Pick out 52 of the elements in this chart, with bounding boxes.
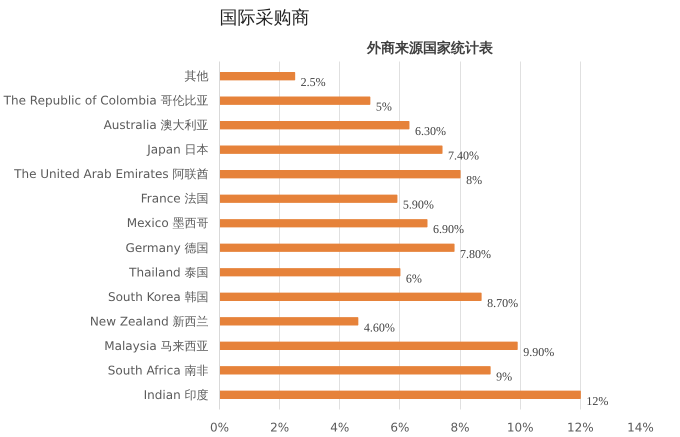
- data-label: 12%: [586, 394, 608, 408]
- bar: [220, 72, 296, 80]
- x-tick-label: 8%: [450, 420, 470, 434]
- bar: [220, 268, 400, 276]
- data-label: 9.90%: [523, 344, 554, 359]
- bar: [220, 244, 455, 252]
- y-tick-label: France 法国: [140, 192, 208, 206]
- data-label: 6.90%: [432, 222, 464, 236]
- data-label: 8.70%: [487, 296, 518, 310]
- bar: [220, 146, 443, 154]
- bar: [220, 121, 410, 130]
- data-label: 5.90%: [402, 198, 434, 212]
- data-label: 9%: [496, 369, 512, 384]
- bar: [220, 366, 491, 374]
- y-tick-label: Malaysia 马来西亚: [104, 338, 208, 353]
- y-tick-label: Indian 印度: [144, 388, 209, 402]
- chart-subtitle: 外商来源国家统计表: [366, 40, 494, 56]
- data-label: 4.60%: [364, 320, 395, 334]
- x-tick-label: 10%: [506, 420, 534, 434]
- y-tick-label: 其他: [184, 69, 208, 84]
- data-label: 6.30%: [414, 124, 446, 138]
- bar: [220, 390, 581, 399]
- y-tick-label: New Zealand 新西兰: [90, 314, 208, 328]
- y-tick-label: Germany 德国: [126, 240, 208, 255]
- bar: [220, 317, 358, 326]
- data-label: 6%: [406, 271, 422, 286]
- bar: [220, 292, 482, 301]
- y-tick-label: Australia 澳大利亚: [104, 118, 209, 132]
- y-tick-label: South Korea 韩国: [108, 290, 209, 304]
- data-label: 7.80%: [460, 246, 492, 261]
- bar: [220, 219, 428, 228]
- y-tick-label: Japan 日本: [146, 142, 209, 157]
- x-tick-label: 2%: [270, 420, 290, 434]
- x-tick-label: 4%: [330, 420, 350, 434]
- y-tick-label: Thailand 泰国: [128, 265, 209, 280]
- y-tick-label: The Republic of Colombia 哥伦比亚: [2, 94, 209, 108]
- bar: [220, 170, 461, 178]
- y-tick-label: The United Arab Emirates 阿联酋: [13, 167, 209, 182]
- data-label: 2.5%: [300, 75, 326, 90]
- y-tick-label: Mexico 墨西哥: [126, 216, 209, 230]
- data-label: 8%: [466, 173, 482, 188]
- x-tick-label: 0%: [210, 420, 230, 434]
- y-tick-label: South Africa 南非: [108, 363, 209, 378]
- chart-title: 国际采购商: [220, 8, 310, 28]
- data-label: 7.40%: [448, 148, 480, 163]
- data-label: 5%: [376, 100, 392, 114]
- bar: [220, 342, 518, 350]
- bar: [220, 96, 370, 105]
- x-tick-label: 12%: [567, 420, 594, 434]
- x-tick-label: 14%: [627, 420, 654, 434]
- bar: [220, 194, 398, 203]
- x-tick-label: 6%: [390, 420, 410, 434]
